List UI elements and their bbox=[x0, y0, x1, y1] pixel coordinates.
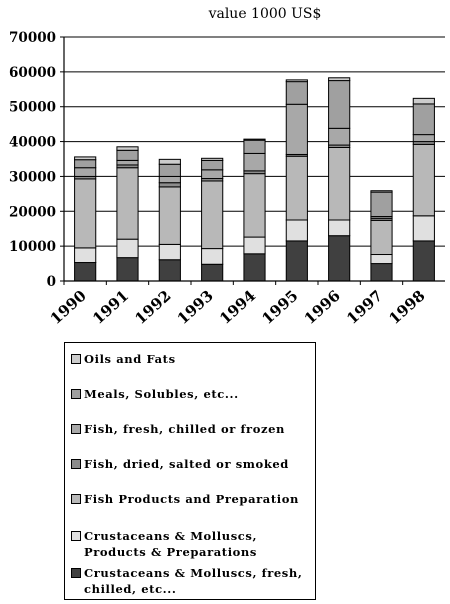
stacked-bar-chart: value 1000 US$ 0 10000 20000 30000 40000 5000… bbox=[9, 6, 445, 328]
bar-segment bbox=[328, 146, 351, 221]
bar-segment bbox=[116, 257, 139, 282]
bar-segment bbox=[116, 167, 139, 240]
x-tick-label: 1990 bbox=[47, 287, 90, 328]
x-tick-label: 1997 bbox=[343, 287, 386, 328]
legend-label: Fish, fresh, chilled or frozen bbox=[84, 422, 285, 436]
bar-segment bbox=[243, 139, 266, 154]
chart-title: value 1000 US$ bbox=[208, 6, 322, 22]
x-tick-label: 1993 bbox=[174, 287, 217, 328]
bar-segment bbox=[412, 240, 435, 282]
bar-segment bbox=[370, 191, 393, 218]
bar-segment bbox=[328, 235, 351, 282]
y-tick-label: 0 bbox=[47, 274, 56, 290]
bar-segment bbox=[285, 240, 308, 282]
legend-swatch bbox=[71, 459, 81, 469]
legend-swatch bbox=[71, 389, 81, 399]
bar-segment bbox=[285, 103, 308, 155]
bar-segment bbox=[243, 253, 266, 282]
bar-segment bbox=[201, 263, 224, 282]
legend-label: Crustaceans & Molluscs, Products & Prepa… bbox=[84, 529, 258, 559]
bar-segment bbox=[158, 186, 181, 245]
bar-segment bbox=[285, 79, 308, 83]
bar-segment bbox=[158, 175, 181, 184]
bar-segment bbox=[328, 80, 351, 129]
bar-segment bbox=[412, 103, 435, 136]
x-tick-label: 1992 bbox=[131, 287, 174, 328]
bar-segment bbox=[370, 219, 393, 256]
x-tick-label: 1995 bbox=[258, 287, 301, 328]
x-tick-label: 1991 bbox=[89, 287, 132, 328]
bar-segment bbox=[285, 155, 308, 221]
bar-segment bbox=[74, 159, 97, 169]
bar-segment bbox=[285, 81, 308, 105]
bar-segment bbox=[243, 138, 266, 141]
bar-segment bbox=[158, 182, 181, 188]
bar-segment bbox=[116, 238, 139, 259]
bar-segment bbox=[116, 149, 139, 161]
bar-segment bbox=[201, 159, 224, 171]
legend-swatch bbox=[71, 424, 81, 434]
bar-segment bbox=[116, 159, 139, 166]
bar-segment bbox=[201, 248, 224, 265]
bar-segment bbox=[243, 236, 266, 255]
bar-segment bbox=[412, 143, 435, 217]
legend-label: Oils and Fats bbox=[84, 352, 176, 366]
y-tick-label: 20000 bbox=[9, 204, 56, 220]
bar-segment bbox=[370, 254, 393, 265]
y-tick-label: 60000 bbox=[9, 65, 56, 81]
x-tick-label: 1998 bbox=[385, 287, 428, 328]
legend-swatch bbox=[71, 531, 81, 541]
bar-segment bbox=[412, 215, 435, 242]
bar-segment bbox=[328, 127, 351, 146]
bar-segment bbox=[243, 173, 266, 238]
bar-segment bbox=[243, 152, 266, 172]
legend-label: Crustaceans & Molluscs, fresh, chilled, … bbox=[84, 566, 303, 596]
bar-segment bbox=[328, 219, 351, 237]
bar-segment bbox=[201, 157, 224, 161]
legend-swatch bbox=[71, 354, 81, 364]
bar-segment bbox=[412, 97, 435, 105]
legend-label: Fish Products and Preparation bbox=[84, 492, 299, 506]
bar-segment bbox=[74, 247, 97, 264]
bar-segment bbox=[158, 259, 181, 282]
bar-segment bbox=[158, 243, 181, 261]
bar-segment bbox=[74, 156, 97, 161]
bar-segment bbox=[74, 178, 97, 249]
y-tick-label: 10000 bbox=[9, 239, 56, 255]
y-tick-label: 40000 bbox=[9, 135, 56, 151]
legend-label: Meals, Solubles, etc... bbox=[84, 387, 239, 401]
x-tick-label: 1996 bbox=[301, 287, 344, 328]
y-tick-label: 70000 bbox=[9, 30, 56, 46]
y-tick-label: 30000 bbox=[9, 169, 56, 185]
bar-segment bbox=[370, 190, 393, 193]
bar-segment bbox=[74, 167, 97, 177]
x-tick-label: 1994 bbox=[216, 287, 259, 328]
legend-label: Fish, dried, salted or smoked bbox=[84, 457, 289, 471]
bar-segment bbox=[412, 134, 435, 143]
bar-segment bbox=[201, 180, 224, 250]
bar-segment bbox=[285, 219, 308, 242]
bar-segment bbox=[328, 77, 351, 82]
bar-segment bbox=[158, 163, 181, 177]
bar-segment bbox=[201, 169, 224, 180]
bar-segment bbox=[116, 146, 139, 151]
bar-segment bbox=[370, 263, 393, 282]
chart-legend: Oils and Fats Meals, Solubles, etc... Fish… bbox=[64, 342, 316, 600]
y-tick-label: 50000 bbox=[9, 100, 56, 116]
bar-segment bbox=[158, 158, 181, 165]
legend-swatch bbox=[71, 568, 81, 578]
legend-swatch bbox=[71, 494, 81, 504]
bar-segment bbox=[74, 262, 97, 282]
